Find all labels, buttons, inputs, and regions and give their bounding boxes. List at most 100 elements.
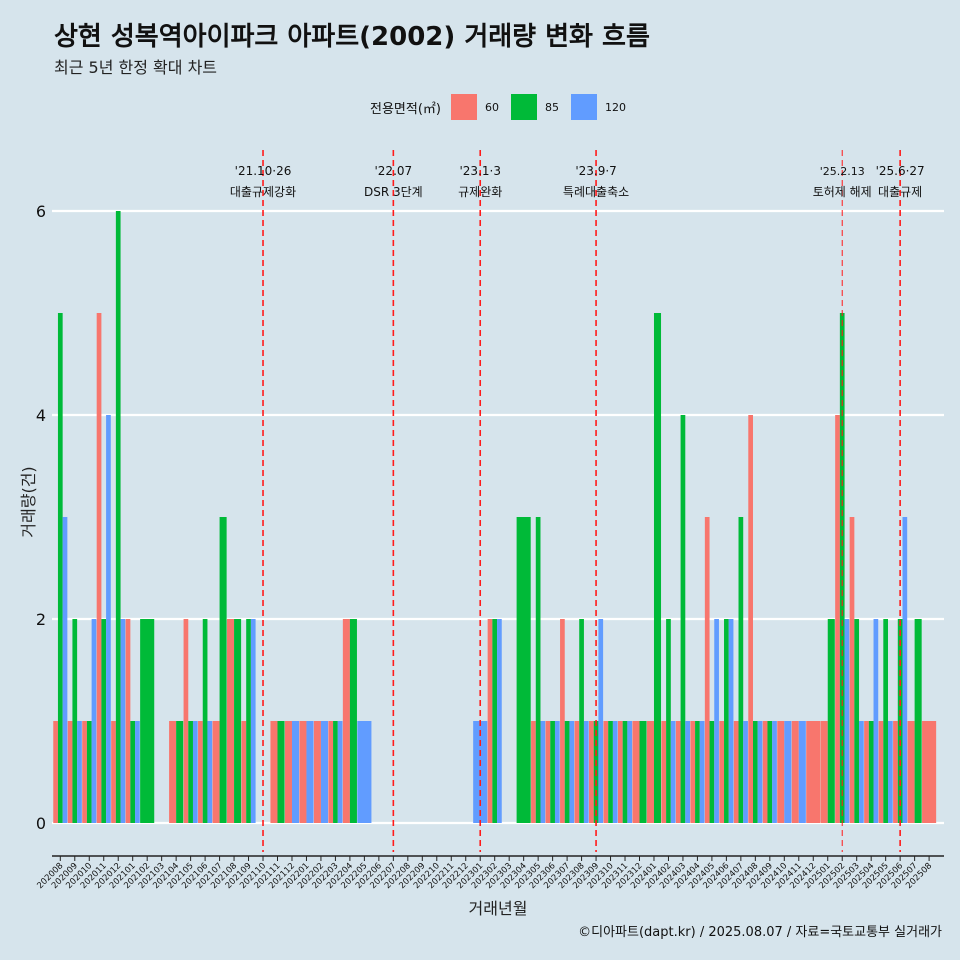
bar-85-202011 xyxy=(101,619,107,823)
bar-120-202203 xyxy=(337,721,343,823)
bar-120-202407 xyxy=(743,721,748,823)
bar-60-202501 xyxy=(820,721,828,823)
source-caption: ©디아파트(dapt.kr) / 2025.08.07 / 자료=국토교통부 실… xyxy=(578,925,942,940)
bar-120-202403 xyxy=(685,721,690,823)
bar-60-202112 xyxy=(284,721,292,823)
y-axis-label: 거래량(건) xyxy=(19,466,38,537)
bar-60-202507 xyxy=(907,721,915,823)
bar-85-202107 xyxy=(219,517,227,823)
bar-60-202108 xyxy=(227,619,235,823)
bar-85-202106 xyxy=(202,619,208,823)
bar-60-202011 xyxy=(96,313,102,823)
bar-60-202408 xyxy=(748,415,753,823)
bar-85-202501 xyxy=(827,619,835,823)
bar-60-202101 xyxy=(125,619,131,823)
bar-120-202408 xyxy=(757,721,763,823)
bar-85-202406 xyxy=(724,619,729,823)
bar-60-202104 xyxy=(169,721,177,823)
bar-120-202405 xyxy=(714,619,719,823)
bar-85-202402 xyxy=(666,619,671,823)
annotation-date: '21.10·26 xyxy=(235,164,292,178)
bar-85-202304 xyxy=(516,517,531,823)
bar-85-202507 xyxy=(914,619,922,823)
legend-label-60: 60 xyxy=(484,100,499,114)
annotation-date: '23.1·3 xyxy=(459,164,500,178)
bar-120-202502 xyxy=(844,619,850,823)
bar-120-202201 xyxy=(306,721,314,823)
annotation-date: '25.6·27 xyxy=(876,164,925,178)
bar-120-202308 xyxy=(583,721,589,823)
legend-label-120: 120 xyxy=(604,100,626,114)
bar-85-202104 xyxy=(176,721,184,823)
bar-60-202410 xyxy=(777,721,785,823)
bar-120-202106 xyxy=(207,721,213,823)
bar-120-202112 xyxy=(291,721,300,823)
bar-60-202310 xyxy=(603,721,609,823)
bar-85-202305 xyxy=(535,517,541,823)
bar-60-202405 xyxy=(704,517,710,823)
legend-item-60: 60 xyxy=(450,94,505,120)
bar-85-202503 xyxy=(854,619,860,823)
bar-85-202403 xyxy=(680,415,686,823)
bar-60-202403 xyxy=(675,721,681,823)
bar-120-202009 xyxy=(77,721,82,823)
chart-title: 상현 성복역아이파크 아파트(2002) 거래량 변화 흐름 xyxy=(54,22,650,52)
bar-85-202307 xyxy=(564,721,570,823)
annotation-date: '22.07 xyxy=(375,164,413,178)
bar-120-202504 xyxy=(873,619,879,823)
bar-120-202307 xyxy=(569,721,575,823)
bar-85-202505 xyxy=(883,619,889,823)
bar-60-202309 xyxy=(589,721,594,823)
bar-85-202101 xyxy=(130,721,136,823)
bar-120-202101 xyxy=(135,721,140,823)
bar-85-202302 xyxy=(492,619,498,823)
bar-60-202508 xyxy=(922,721,937,823)
bar-60-202008 xyxy=(53,721,58,823)
bar-60-202506 xyxy=(893,721,898,823)
bar-85-202009 xyxy=(72,619,78,823)
annotation-label: 토허제 해제 xyxy=(813,185,872,199)
bar-120-202406 xyxy=(728,619,734,823)
bar-60-202308 xyxy=(574,721,580,823)
bar-60-202406 xyxy=(719,721,725,823)
bar-85-202401 xyxy=(653,313,662,823)
bar-120-202010 xyxy=(91,619,97,823)
bar-120-202505 xyxy=(888,721,893,823)
chart-subtitle: 최근 5년 한정 확대 차트 xyxy=(54,58,218,77)
bar-120-202302 xyxy=(497,619,502,823)
bar-85-202105 xyxy=(188,721,193,823)
bar-85-202111 xyxy=(277,721,285,823)
bar-60-202107 xyxy=(212,721,220,823)
legend: 전용면적(㎡) 60 85 120 xyxy=(370,94,638,120)
bar-120-202205 xyxy=(357,721,372,823)
y-tick-label: 4 xyxy=(36,406,46,425)
legend-title: 전용면적(㎡) xyxy=(370,101,441,117)
bar-120-202309 xyxy=(598,619,604,823)
bar-60-202302 xyxy=(487,619,493,823)
bar-60-202312 xyxy=(632,721,640,823)
bar-60-202109 xyxy=(241,721,247,823)
legend-item-120: 120 xyxy=(570,94,632,120)
bar-85-202102 xyxy=(140,619,155,823)
bar-60-202409 xyxy=(762,721,768,823)
bar-60-202311 xyxy=(617,721,623,823)
annotation-date: '25.2.13 xyxy=(820,165,865,178)
annotation-label: 규제완화 xyxy=(458,185,502,199)
bar-60-202204 xyxy=(342,619,350,823)
legend-label-85: 85 xyxy=(544,100,559,114)
bar-60-202404 xyxy=(690,721,696,823)
bar-85-202408 xyxy=(752,721,758,823)
bar-85-202109 xyxy=(246,619,251,823)
x-axis-label: 거래년월 xyxy=(469,899,528,918)
annotation-date: '23.9·7 xyxy=(575,164,616,178)
bar-85-202311 xyxy=(622,721,628,823)
bar-120-202310 xyxy=(612,721,618,823)
bar-85-202502 xyxy=(839,313,845,823)
bar-85-202404 xyxy=(695,721,700,823)
bar-60-202305 xyxy=(531,721,536,823)
bar-85-202108 xyxy=(234,619,242,823)
annotation-label: 대출규제 xyxy=(878,185,922,199)
bar-85-202308 xyxy=(579,619,584,823)
bar-120-202109 xyxy=(250,619,256,823)
